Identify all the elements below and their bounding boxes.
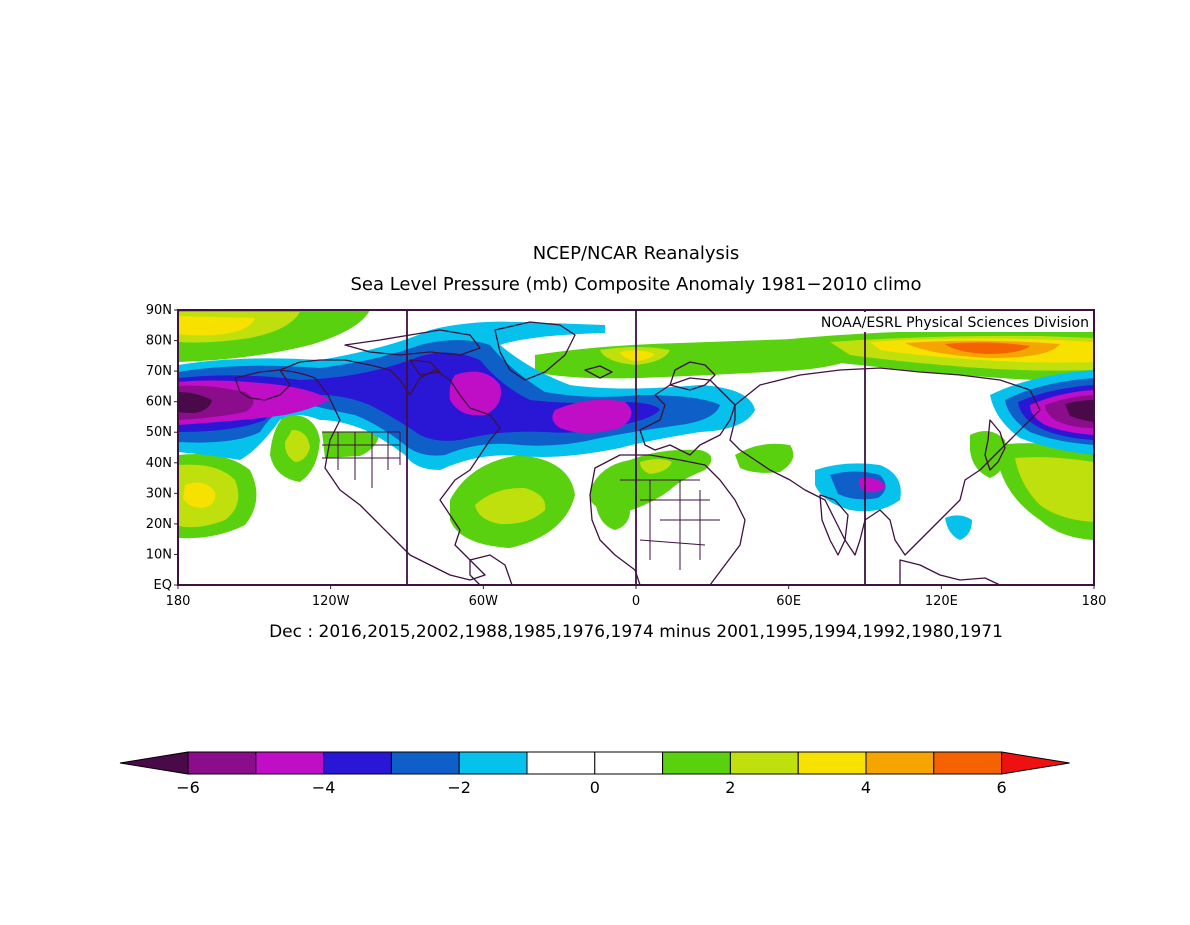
negative-region-south-china-sea	[945, 515, 972, 540]
colorbar-segment	[865, 751, 935, 775]
coastline-japan	[984, 419, 1006, 471]
x-tick-label: 60W	[469, 594, 499, 609]
coastline-scandinavia	[669, 361, 716, 391]
negative-band-strong	[178, 352, 660, 441]
colorbar-tick-label: −6	[176, 778, 200, 797]
negative-anomalies	[178, 321, 1094, 540]
colorbar-segment	[323, 751, 392, 775]
y-tick-label: 50N	[146, 425, 172, 440]
figure-subtitle: Sea Level Pressure (mb) Composite Anomal…	[350, 274, 921, 295]
x-axis-labels: 180 120W 60W 0 60E 120E 180	[166, 585, 1107, 609]
colorbar-segment	[729, 751, 799, 775]
x-tick-label: 60E	[776, 594, 801, 609]
y-tick-label: 30N	[146, 486, 172, 501]
coastline-greenland	[494, 321, 576, 381]
positive-region-north-pacific-arctic-peak	[178, 316, 255, 336]
composite-caption: Dec : 2016,2015,2002,1988,1985,1976,1974…	[269, 622, 1003, 642]
colorbar-segment	[526, 751, 596, 775]
negative-region-bering-min	[1065, 400, 1094, 422]
map-credit: NOAA/ESRL Physical Sciences Division	[821, 315, 1089, 331]
y-axis-labels: 90N 80N 70N 60N 50N 40N 30N 20N 10N EQ	[146, 303, 178, 593]
colorbar-tick-label: 0	[590, 778, 600, 797]
y-tick-label: 70N	[146, 364, 172, 379]
colorbar: −6 −4 −2 0 2 4 6	[119, 751, 1070, 797]
coastline-indonesia	[899, 559, 1001, 585]
positive-anomalies	[178, 310, 1094, 548]
map-panel: NOAA/ESRL Physical Sciences Division 90N…	[146, 303, 1107, 609]
y-tick-label: 10N	[146, 547, 172, 562]
positive-region-west-pacific-core	[1015, 457, 1094, 522]
colorbar-tick-label: −2	[447, 778, 471, 797]
y-tick-label: 20N	[146, 517, 172, 532]
y-tick-label: 80N	[146, 334, 172, 349]
colorbar-tick-label: 2	[725, 778, 735, 797]
colorbar-tick-label: 6	[997, 778, 1007, 797]
positive-region-siberia-arctic-peak	[945, 342, 1030, 354]
y-tick-label: EQ	[154, 578, 172, 593]
colorbar-segment	[458, 751, 528, 775]
negative-core-north-atlantic	[552, 399, 632, 433]
positive-region-arctic-atlantic-peak	[620, 350, 655, 361]
x-tick-label: 180	[166, 594, 191, 609]
figure-title: NCEP/NCAR Reanalysis	[533, 243, 740, 264]
y-tick-label: 40N	[146, 456, 172, 471]
coastline-europe	[639, 377, 736, 456]
positive-region-japan	[970, 431, 1006, 478]
positive-region-mediterranean-core	[640, 459, 672, 474]
coastline-arctic-islands	[344, 329, 481, 376]
anomaly-contours	[178, 310, 1094, 548]
boundaries-africa	[620, 479, 720, 570]
positive-region-western-na-core	[284, 430, 310, 462]
x-tick-label: 180	[1082, 594, 1107, 609]
positive-region-west-africa	[595, 498, 631, 530]
colorbar-high-arrow	[1001, 751, 1070, 775]
meridian-lines	[406, 310, 866, 585]
negative-min-north-pacific	[178, 392, 212, 413]
coastlines	[234, 321, 1041, 585]
colorbar-segment	[797, 751, 867, 775]
positive-region-mediterranean	[590, 449, 712, 513]
colorbar-tick-label: −4	[312, 778, 336, 797]
boundaries-us-states	[322, 431, 401, 488]
colorbar-segment	[187, 751, 257, 775]
colorbar-segment	[594, 751, 664, 775]
negative-core-hudson-bay	[449, 371, 501, 416]
coastline-asia	[729, 367, 1041, 556]
colorbar-tick-label: 4	[861, 778, 871, 797]
x-tick-label: 120E	[925, 594, 958, 609]
coastline-north-america	[279, 359, 501, 581]
coastline-alaska	[234, 369, 291, 401]
coastline-india	[819, 494, 849, 556]
y-tick-label: 60N	[146, 395, 172, 410]
coastline-south-america	[469, 554, 513, 585]
x-tick-label: 120W	[312, 594, 350, 609]
positive-region-east-pacific-peak	[183, 482, 216, 508]
colorbar-segment	[390, 751, 460, 775]
credit-background	[755, 312, 1092, 332]
colorbar-segment	[255, 751, 325, 775]
positive-region-middle-east	[735, 443, 794, 473]
y-tick-label: 90N	[146, 303, 172, 318]
colorbar-low-arrow	[119, 751, 189, 775]
positive-region-central-atlantic-core	[475, 487, 546, 525]
colorbar-segment	[933, 751, 1003, 775]
coastline-iceland	[584, 365, 613, 379]
colorbar-segment	[662, 751, 731, 775]
x-tick-label: 0	[632, 594, 640, 609]
coastline-africa	[589, 454, 746, 585]
